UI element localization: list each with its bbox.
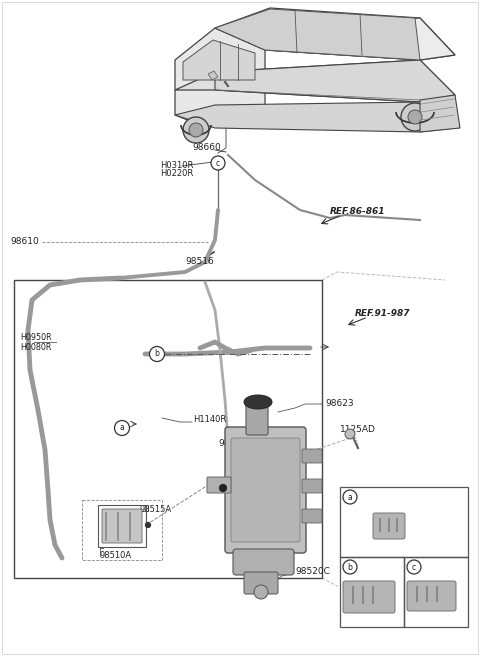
Polygon shape: [215, 8, 455, 60]
Polygon shape: [175, 102, 455, 132]
Bar: [404, 557, 468, 627]
Text: 98661G: 98661G: [426, 562, 462, 571]
Circle shape: [345, 429, 355, 439]
Circle shape: [149, 346, 165, 361]
Text: 1125AD: 1125AD: [340, 426, 376, 434]
Bar: [340, 487, 468, 557]
Text: a: a: [120, 424, 124, 432]
Text: H0220R: H0220R: [160, 169, 193, 178]
Text: c: c: [216, 159, 220, 167]
Circle shape: [343, 560, 357, 574]
FancyBboxPatch shape: [207, 477, 231, 493]
Circle shape: [343, 490, 357, 504]
Polygon shape: [183, 40, 255, 80]
FancyBboxPatch shape: [246, 403, 268, 435]
FancyBboxPatch shape: [225, 427, 306, 553]
Bar: [98, 505, 146, 547]
Polygon shape: [215, 18, 455, 60]
Text: 98622: 98622: [210, 485, 239, 495]
Text: 98662B: 98662B: [362, 493, 397, 501]
Text: a: a: [348, 493, 352, 501]
Text: 98515A: 98515A: [140, 506, 172, 514]
Circle shape: [219, 485, 227, 491]
Circle shape: [401, 103, 429, 131]
FancyBboxPatch shape: [407, 581, 456, 611]
Circle shape: [407, 560, 421, 574]
Ellipse shape: [244, 395, 272, 409]
Text: 98660: 98660: [192, 144, 221, 152]
Text: 98623: 98623: [325, 398, 354, 407]
Circle shape: [145, 522, 151, 527]
Text: REF.91-987: REF.91-987: [355, 310, 410, 319]
Circle shape: [183, 117, 209, 143]
Text: H1140R: H1140R: [193, 415, 226, 424]
Circle shape: [254, 585, 268, 599]
Text: 98653: 98653: [362, 562, 391, 571]
Circle shape: [189, 123, 203, 137]
Text: 98516: 98516: [185, 258, 214, 266]
Text: c: c: [412, 562, 416, 571]
Text: 98620: 98620: [218, 440, 247, 449]
FancyBboxPatch shape: [343, 581, 395, 613]
FancyBboxPatch shape: [102, 509, 142, 543]
Circle shape: [408, 110, 422, 124]
FancyBboxPatch shape: [233, 549, 294, 575]
Text: REF.86-861: REF.86-861: [330, 207, 385, 216]
Polygon shape: [175, 60, 455, 102]
Text: 98520C: 98520C: [295, 567, 330, 577]
Text: 98610: 98610: [10, 237, 39, 247]
Polygon shape: [420, 95, 460, 132]
Polygon shape: [215, 60, 455, 102]
Text: H0080R: H0080R: [20, 342, 51, 352]
Text: H0310R: H0310R: [160, 161, 193, 169]
Polygon shape: [215, 9, 420, 60]
Text: b: b: [348, 562, 352, 571]
Polygon shape: [175, 28, 265, 125]
Circle shape: [115, 420, 130, 436]
Polygon shape: [208, 71, 218, 80]
FancyBboxPatch shape: [302, 509, 322, 523]
FancyBboxPatch shape: [231, 438, 300, 542]
FancyBboxPatch shape: [302, 479, 322, 493]
Circle shape: [211, 156, 225, 170]
Text: 98510A: 98510A: [100, 550, 132, 560]
Bar: [340, 557, 404, 627]
FancyBboxPatch shape: [302, 449, 322, 463]
Text: H0950R: H0950R: [20, 333, 52, 342]
FancyBboxPatch shape: [244, 572, 278, 594]
Text: b: b: [155, 350, 159, 358]
Bar: [338, 485, 470, 629]
Bar: [14, 280, 322, 578]
FancyBboxPatch shape: [373, 513, 405, 539]
Bar: [82, 500, 162, 560]
